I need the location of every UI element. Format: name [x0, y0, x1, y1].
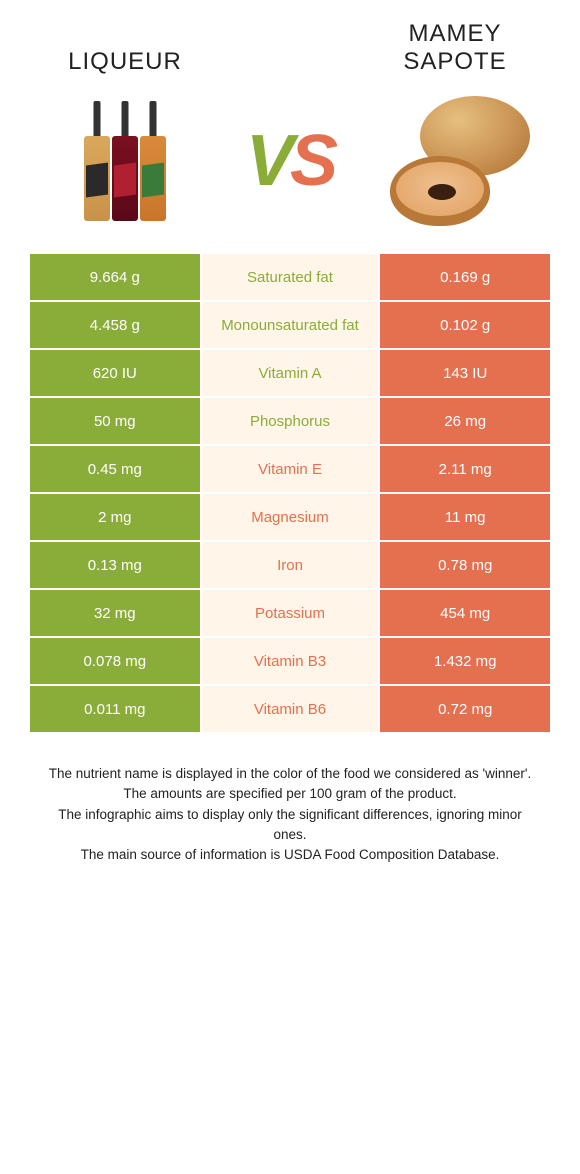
left-value: 0.078 mg — [30, 638, 202, 686]
nutrient-label: Potassium — [202, 590, 379, 638]
footnote-line: The nutrient name is displayed in the co… — [40, 764, 540, 784]
left-value: 0.011 mg — [30, 686, 202, 734]
liqueur-bottles-icon — [84, 101, 166, 221]
table-row: 2 mgMagnesium11 mg — [30, 494, 550, 542]
left-value: 2 mg — [30, 494, 202, 542]
right-value: 0.169 g — [378, 254, 550, 302]
footnotes: The nutrient name is displayed in the co… — [30, 764, 550, 865]
left-value: 9.664 g — [30, 254, 202, 302]
nutrient-label: Vitamin B3 — [202, 638, 379, 686]
right-value: 0.78 mg — [378, 542, 550, 590]
left-value: 0.13 mg — [30, 542, 202, 590]
left-value: 4.458 g — [30, 302, 202, 350]
right-value: 1.432 mg — [378, 638, 550, 686]
vs-s-letter: S — [290, 121, 334, 201]
right-value: 454 mg — [378, 590, 550, 638]
title-right: Mamey Sapote — [360, 20, 550, 76]
right-value: 0.72 mg — [378, 686, 550, 734]
nutrient-label: Saturated fat — [202, 254, 379, 302]
vs-v-letter: V — [246, 121, 290, 201]
table-row: 620 IUVitamin A143 IU — [30, 350, 550, 398]
images-row: VS — [30, 86, 550, 236]
table-row: 4.458 gMonounsaturated fat0.102 g — [30, 302, 550, 350]
left-value: 32 mg — [30, 590, 202, 638]
left-value: 50 mg — [30, 398, 202, 446]
nutrient-label: Vitamin E — [202, 446, 379, 494]
footnote-line: The main source of information is USDA F… — [40, 845, 540, 865]
table-row: 9.664 gSaturated fat0.169 g — [30, 254, 550, 302]
comparison-infographic: Liqueur Mamey Sapote VS 9.664 gSaturated… — [0, 0, 580, 885]
table-row: 32 mgPotassium454 mg — [30, 590, 550, 638]
right-value: 2.11 mg — [378, 446, 550, 494]
title-left: Liqueur — [30, 48, 220, 76]
nutrient-label: Vitamin B6 — [202, 686, 379, 734]
nutrient-label: Iron — [202, 542, 379, 590]
table-row: 50 mgPhosphorus26 mg — [30, 398, 550, 446]
left-value: 620 IU — [30, 350, 202, 398]
table-row: 0.13 mgIron0.78 mg — [30, 542, 550, 590]
right-value: 0.102 g — [378, 302, 550, 350]
mamey-sapote-icon — [380, 96, 530, 226]
nutrient-label: Magnesium — [202, 494, 379, 542]
nutrient-label: Vitamin A — [202, 350, 379, 398]
left-value: 0.45 mg — [30, 446, 202, 494]
nutrient-label: Monounsaturated fat — [202, 302, 379, 350]
footnote-line: The infographic aims to display only the… — [40, 805, 540, 846]
left-image — [30, 101, 220, 221]
table-row: 0.45 mgVitamin E2.11 mg — [30, 446, 550, 494]
titles-row: Liqueur Mamey Sapote — [30, 20, 550, 76]
nutrition-table: 9.664 gSaturated fat0.169 g4.458 gMonoun… — [30, 254, 550, 734]
right-image — [360, 96, 550, 226]
table-row: 0.078 mgVitamin B31.432 mg — [30, 638, 550, 686]
right-value: 143 IU — [378, 350, 550, 398]
vs-label: VS — [220, 120, 360, 202]
nutrient-label: Phosphorus — [202, 398, 379, 446]
right-value: 26 mg — [378, 398, 550, 446]
footnote-line: The amounts are specified per 100 gram o… — [40, 784, 540, 804]
table-row: 0.011 mgVitamin B60.72 mg — [30, 686, 550, 734]
right-value: 11 mg — [378, 494, 550, 542]
